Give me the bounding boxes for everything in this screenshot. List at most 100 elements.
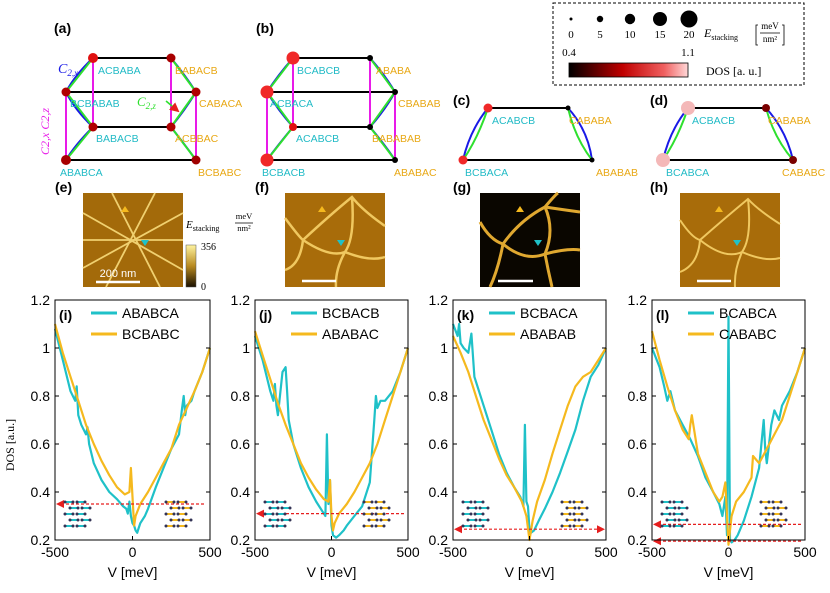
- size-unit-bottom: nm²: [763, 34, 778, 44]
- x-tick-label: -500: [241, 544, 269, 560]
- stacking-icon: [759, 500, 788, 528]
- label-d-top-left: ACBACB: [692, 115, 735, 127]
- series-line-l-2: [650, 330, 807, 546]
- size-value-10: 10: [625, 29, 637, 41]
- label-d-bot-left: BCABCA: [666, 167, 709, 179]
- size-value-5: 5: [597, 29, 603, 41]
- panel-label-i: (i): [59, 307, 72, 323]
- label-c-top-right: CABABA: [569, 115, 612, 127]
- panel-label-e: (e): [55, 179, 72, 195]
- label-d-top-right: CABABA: [768, 115, 811, 127]
- series-line-k-1: [451, 322, 608, 534]
- panel-b-diagram: [260, 51, 398, 167]
- label-c-top-left: ACABCB: [492, 115, 535, 127]
- stacking-icon: [63, 500, 92, 528]
- y-tick-label: 0.8: [31, 388, 51, 404]
- legend-entry: ABABAC: [322, 326, 379, 342]
- dos-colorbar-label: DOS [a. u.]: [706, 64, 761, 78]
- label-a-top-right: BABACB: [175, 65, 218, 77]
- y-tick-label: 1: [242, 340, 250, 356]
- legend-entry: BCBABC: [122, 326, 180, 342]
- size-legend-label: Estacking: [703, 26, 738, 42]
- map-e: 200 nm: [82, 192, 184, 288]
- stacking-icon: [660, 500, 689, 528]
- c2x-c2z-label: C2,x C2,z: [38, 108, 52, 155]
- x-tick-label: 500: [793, 544, 817, 560]
- legend-entry: BCABCA: [719, 305, 777, 321]
- x-tick-label: -500: [638, 544, 666, 560]
- size-value-15: 15: [655, 29, 667, 41]
- x-axis-label: V [meV]: [307, 564, 357, 580]
- estack-max: 356: [201, 242, 216, 253]
- panel-label-j: (j): [259, 307, 272, 323]
- y-tick-label: 0.2: [628, 532, 648, 548]
- size-dot-5: [596, 15, 604, 23]
- y-tick-label: 0.6: [429, 436, 449, 452]
- panel-label-a: (a): [54, 20, 71, 36]
- y-tick-label: 0.2: [31, 532, 51, 548]
- label-a-bot-right: BCBABC: [198, 167, 242, 179]
- dos-chart-i: 0.2 0.4 0.6 0.8 1 1.2 -500 0 500 V [meV] (i) ABABCA…: [31, 292, 222, 580]
- x-axis-label: V [meV]: [505, 564, 555, 580]
- label-b-top-right: ABABA: [376, 65, 411, 77]
- panel-label-h: (h): [650, 179, 668, 195]
- map-f: [284, 193, 386, 288]
- x-axis-label: V [meV]: [108, 564, 158, 580]
- x-tick-label: -500: [439, 544, 467, 560]
- panel-a-diagram: [61, 53, 201, 165]
- legend-entry: CABABC: [719, 326, 777, 342]
- label-b-top-left: BCABCB: [297, 65, 340, 77]
- y-tick-label: 0.6: [31, 436, 51, 452]
- label-a-low-right: ACBBAC: [175, 133, 219, 145]
- svg-text:nm²: nm²: [237, 223, 251, 233]
- label-c-bot-right: ABABAB: [596, 167, 638, 179]
- y-axis-label: DOS [a.u.]: [3, 419, 17, 471]
- estack-label: Estacking: [185, 219, 219, 233]
- y-tick-label: 0.2: [429, 532, 449, 548]
- label-c-bot-left: BCBACA: [465, 167, 508, 179]
- dos-charts: 0.2 0.4 0.6 0.8 1 1.2 -500 0 500 V [meV] (i) ABABCA…: [31, 292, 817, 580]
- arrow-head-left: [256, 509, 264, 518]
- panel-label-b: (b): [256, 20, 274, 36]
- map-h: [679, 193, 781, 288]
- y-tick-label: 0.4: [429, 484, 449, 500]
- y-tick-label: 0.6: [628, 436, 648, 452]
- series-line-j-2: [253, 330, 410, 532]
- arrow-head-left: [56, 500, 64, 508]
- panel-label-l: (l): [656, 307, 669, 323]
- y-tick-label: 1.2: [231, 292, 251, 308]
- stacking-icon: [560, 500, 589, 528]
- x-axis-label: V [meV]: [704, 564, 754, 580]
- y-tick-label: 0.4: [231, 484, 251, 500]
- label-b-mid-left: ACBACA: [270, 98, 313, 110]
- label-b-low-right: BABABAB: [372, 133, 421, 145]
- y-tick-label: 1: [42, 340, 50, 356]
- x-tick-label: 500: [198, 544, 222, 560]
- y-tick-label: 1.2: [31, 292, 51, 308]
- y-tick-label: 1.2: [628, 292, 648, 308]
- scalebar-label: 200 nm: [100, 268, 137, 280]
- x-tick-label: 500: [396, 544, 420, 560]
- y-tick-label: 1: [639, 340, 647, 356]
- arrow-head-left: [454, 525, 462, 534]
- y-tick-label: 1: [440, 340, 448, 356]
- panel-label-d: (d): [650, 92, 668, 108]
- legend-entry: ABABCA: [122, 305, 179, 321]
- y-tick-label: 0.8: [231, 388, 251, 404]
- dos-colorbar-max: 1.1: [681, 47, 695, 59]
- x-tick-label: 0: [725, 544, 733, 560]
- dos-colorbar-min: 0.4: [562, 47, 576, 59]
- arrow-head-left: [653, 520, 661, 529]
- estack-min: 0: [201, 282, 206, 293]
- panel-label-g: (g): [453, 179, 471, 195]
- label-a-top-left: ACBABA: [98, 65, 141, 77]
- legend-box: 0 5 10 15 20 Estacking meV nm² 0.4 1.1 D…: [552, 2, 805, 86]
- size-value-20: 20: [684, 29, 696, 41]
- x-tick-label: 0: [129, 544, 137, 560]
- size-dot-0: [569, 17, 573, 21]
- panel-d-diagram: [656, 101, 797, 167]
- x-tick-label: -500: [41, 544, 69, 560]
- x-tick-label: 0: [328, 544, 336, 560]
- legend-entry: BCBACB: [322, 305, 380, 321]
